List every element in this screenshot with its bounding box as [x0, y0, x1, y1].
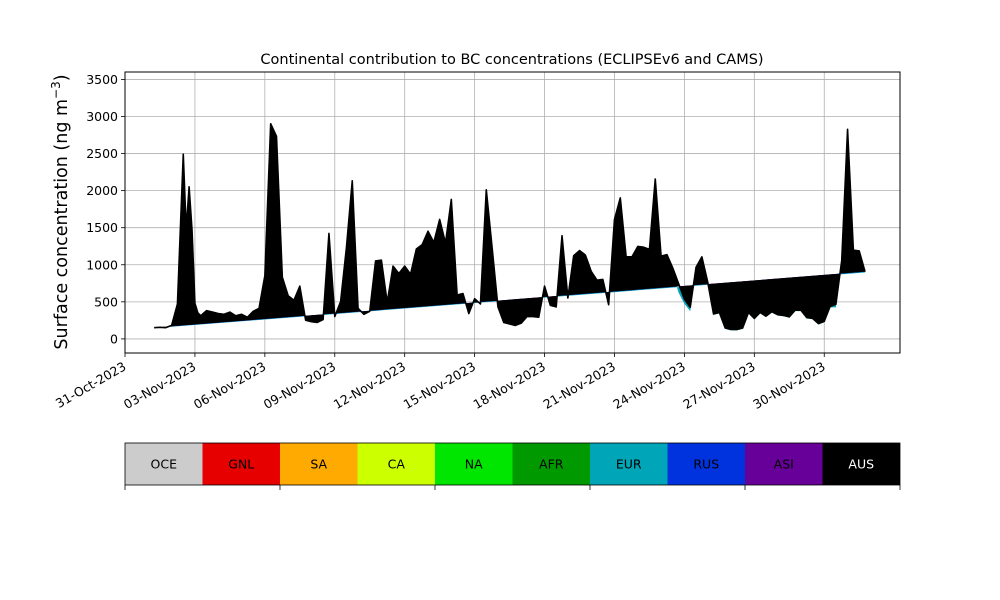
- colorbar-label: OCE: [151, 457, 178, 472]
- colorbar-swatch-gnl: [202, 443, 280, 485]
- total-outline: [154, 122, 866, 331]
- y-tick-label: 3000: [86, 109, 118, 124]
- y-tick-label: 2500: [86, 146, 118, 161]
- x-tick-label: 09-Nov-2023: [261, 359, 338, 412]
- plot-frame: [124, 71, 901, 354]
- colorbar-swatch-sa: [280, 443, 358, 485]
- x-tick-label: 15-Nov-2023: [401, 359, 478, 412]
- colorbar-swatch-asi: [745, 443, 823, 485]
- y-tick-label: 2000: [86, 183, 118, 198]
- stacked-areas: [154, 123, 866, 331]
- colorbar-swatch-oce: [125, 443, 203, 485]
- y-axis-label-main: Surface concentration (ng m: [52, 99, 72, 350]
- x-tick-label: 03-Nov-2023: [121, 359, 198, 412]
- colorbar-label: CA: [388, 457, 406, 472]
- x-tick-label: 18-Nov-2023: [471, 359, 548, 412]
- y-axis-label: Surface concentration (ng m−3): [49, 74, 72, 349]
- x-tick-label: 27-Nov-2023: [680, 359, 757, 412]
- y-tick-label: 3500: [86, 72, 118, 87]
- x-tick-label: 06-Nov-2023: [191, 359, 268, 412]
- colorbar-label: ASI: [774, 457, 794, 472]
- y-axis-label-close: ): [52, 74, 72, 81]
- colorbar-label: RUS: [693, 457, 719, 472]
- grid: [124, 72, 900, 353]
- colorbar-swatch-aus: [822, 443, 900, 485]
- y-tick-label: 500: [94, 294, 118, 309]
- colorbar-swatch-eur: [590, 443, 668, 485]
- colorbar-frame: [124, 442, 901, 486]
- chart-title: Continental contribution to BC concentra…: [260, 52, 763, 68]
- colorbar-label: AFR: [539, 457, 564, 472]
- colorbar-swatch-afr: [512, 443, 590, 485]
- x-tick-label: 30-Nov-2023: [750, 359, 827, 412]
- colorbar-label: NA: [465, 457, 483, 472]
- x-tick-label: 12-Nov-2023: [331, 359, 408, 412]
- x-axis: 31-Oct-202303-Nov-202306-Nov-202309-Nov-…: [53, 353, 828, 412]
- y-tick-label: 1000: [86, 257, 118, 272]
- colorbar-label: SA: [310, 457, 327, 472]
- x-tick-label: 31-Oct-2023: [53, 359, 129, 411]
- x-tick-label: 21-Nov-2023: [540, 359, 617, 412]
- y-tick-label: 0: [110, 331, 118, 346]
- colorbar: OCE GNL SA CA NA AFR EUR RUS ASI AUS: [124, 442, 901, 490]
- colorbar-swatch-ca: [357, 443, 435, 485]
- y-tick-label: 1500: [86, 220, 118, 235]
- x-tick-label: 24-Nov-2023: [610, 359, 687, 412]
- colorbar-swatch-na: [435, 443, 513, 485]
- colorbar-label: AUS: [848, 457, 874, 472]
- colorbar-label: EUR: [616, 457, 642, 472]
- y-axis-label-sup: −3: [49, 81, 63, 99]
- y-axis: 0 500 1000 1500 2000 2500 3000 3500: [86, 72, 125, 346]
- colorbar-swatch-rus: [667, 443, 745, 485]
- colorbar-label: GNL: [228, 457, 254, 472]
